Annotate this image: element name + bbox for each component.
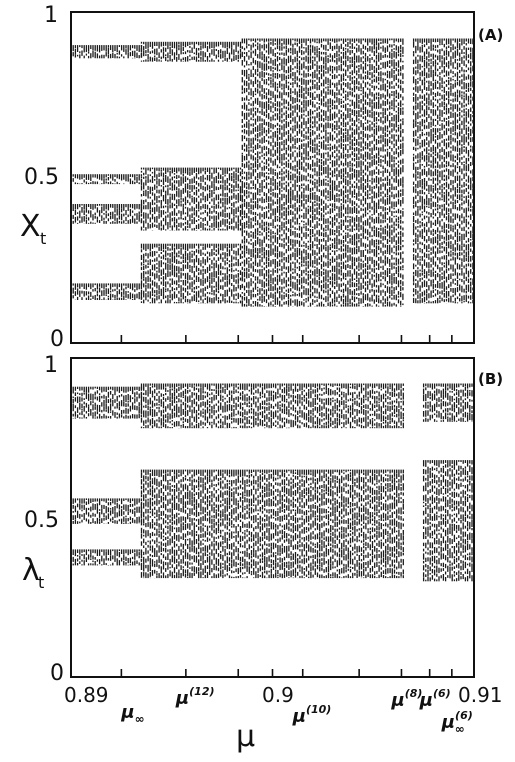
panel-a-points <box>70 38 474 307</box>
